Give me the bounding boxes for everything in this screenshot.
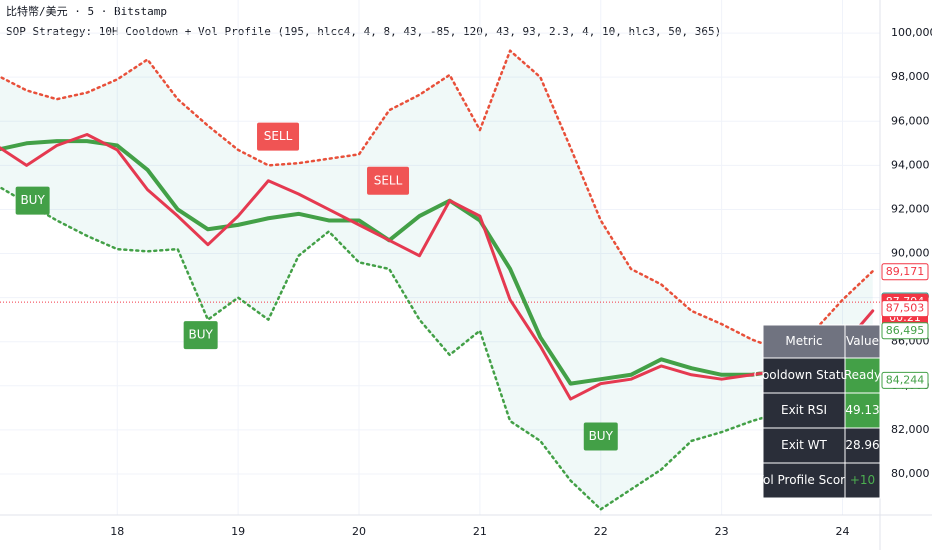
x-tick-label: 21: [473, 525, 487, 538]
table-cell: [762, 427, 846, 464]
signal-box: [257, 122, 300, 151]
x-tick-label: 18: [110, 525, 124, 538]
table-text: +10: [850, 473, 875, 487]
band-fill: [0, 50, 873, 510]
signal-label: SELL: [374, 173, 403, 187]
table-cell: [844, 427, 881, 464]
y-tick-label: 92,000: [891, 202, 930, 215]
strategy-header: SOP Strategy: 10H Cooldown + Vol Profile…: [6, 25, 721, 38]
series-line: [0, 185, 874, 511]
series-line: [0, 49, 874, 352]
y-tick-label: 90,000: [891, 247, 930, 260]
table-text: 28.96: [845, 438, 879, 452]
table-text: 49.13: [845, 403, 879, 417]
table-cell: [762, 357, 846, 394]
series-line: [0, 139, 875, 386]
table-cell: [762, 462, 846, 499]
y-tick-label: 94,000: [891, 158, 930, 171]
table-text: Vol Profile Score: [756, 473, 853, 487]
signal-box: [15, 186, 50, 215]
y-tick-label: 96,000: [891, 114, 930, 127]
y-tick-label: 82,000: [891, 423, 930, 436]
table-cell: [844, 462, 881, 499]
y-tick-label: 80,000: [891, 467, 930, 480]
table-text: Exit WT: [781, 438, 827, 452]
price-tag-label: 87,503: [886, 302, 925, 315]
price-tag: [881, 371, 929, 389]
price-tag-label: 84,244: [886, 373, 925, 386]
signal-box: [183, 321, 218, 350]
table-text: Ready: [844, 368, 881, 382]
signal-label: BUY: [188, 328, 213, 342]
signal-box: [583, 422, 618, 451]
price-tag-label: 89,171: [886, 265, 925, 278]
series-line: [0, 132, 875, 401]
signal-label: SELL: [264, 129, 293, 143]
signal-label: BUY: [20, 193, 45, 207]
x-tick-label: 19: [231, 525, 245, 538]
price-tag: [881, 263, 929, 281]
x-tick-label: 22: [594, 525, 608, 538]
table-cell: [762, 392, 846, 429]
table-text: Value: [846, 334, 879, 348]
y-tick-label: 98,000: [891, 70, 930, 83]
x-tick-label: 23: [715, 525, 729, 538]
y-tick-label: 100,000: [891, 26, 932, 39]
table-text: Exit RSI: [781, 403, 827, 417]
signal-box: [367, 166, 410, 195]
price-tag: [881, 300, 929, 318]
table-text: Metric: [785, 334, 822, 348]
price-tag-label: 86,495: [886, 324, 925, 337]
table-cell: [844, 357, 881, 394]
table-cell: [844, 324, 881, 359]
table-cell: [762, 324, 846, 359]
table-text: Cooldown Status: [754, 368, 855, 382]
x-tick-label: 20: [352, 525, 366, 538]
symbol-header: 比特幣/美元 · 5 · Bitstamp: [6, 4, 167, 18]
signal-label: BUY: [589, 429, 614, 443]
table-cell: [844, 392, 881, 429]
x-tick-label: 24: [836, 525, 850, 538]
price-tag: [881, 322, 929, 340]
